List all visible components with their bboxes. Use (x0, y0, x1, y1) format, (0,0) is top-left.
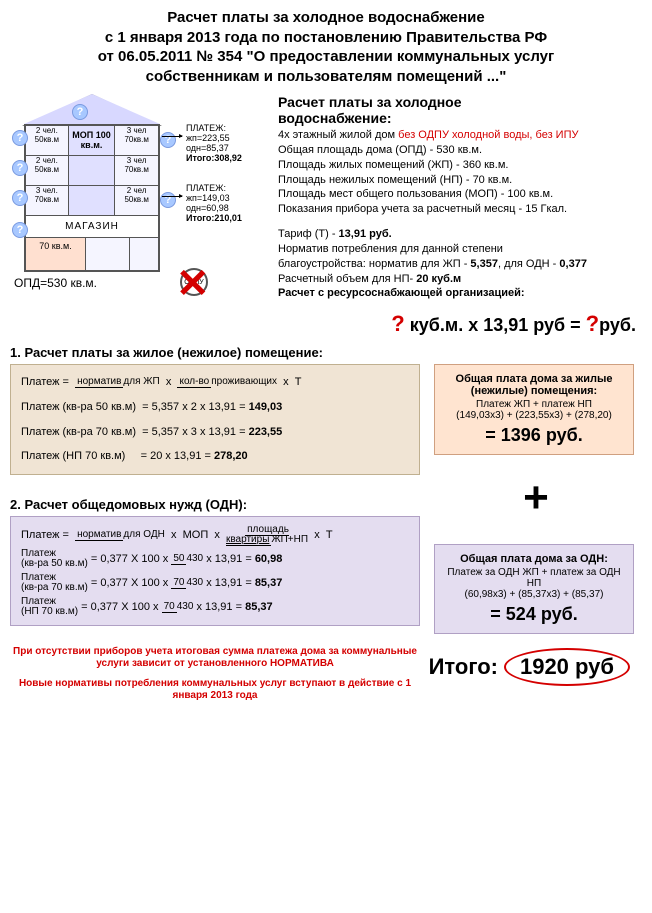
title-line: от 06.05.2011 № 354 "О предоставлении ко… (10, 47, 642, 67)
apartment-cell: 2 чел. 50кв.м (26, 156, 69, 185)
apartment-cell: 3 чел. 70кв.м (26, 186, 69, 215)
calc-box-2: Платеж = нормативдля ОДН х МОП х площадь… (10, 516, 420, 626)
apartment-cell: 2 чел 50кв.м (115, 186, 158, 215)
title-line: с 1 января 2013 года по постановлению Пр… (10, 28, 642, 48)
apartment-cell: 2 чел. 50кв.м (26, 126, 69, 155)
equation-line: ? куб.м. х 13,91 руб = ?руб. (278, 311, 642, 337)
title-line: Расчет платы за холодное водоснабжение (10, 8, 642, 28)
question-icon: ? (12, 160, 28, 176)
grand-total: Итого: 1920 руб (420, 648, 642, 686)
question-icon: ? (72, 104, 88, 120)
mop-cell: МОП 100 кв.м. (69, 126, 116, 155)
basement-70: 70 кв.м. (26, 238, 86, 270)
footer-note: При отсутствии приборов учета итоговая с… (10, 646, 420, 670)
question-icon: ? (160, 192, 176, 208)
result-box-1: Общая плата дома за жилые (нежилые) поме… (434, 364, 634, 455)
result-box-2: Общая плата дома за ОДН: Платеж за ОДН Ж… (434, 544, 634, 634)
total-badge: 1920 руб (504, 648, 630, 686)
opd-label: ОПД=530 кв.м. (14, 276, 270, 290)
footer-note: Новые нормативы потребления коммунальных… (10, 678, 420, 702)
odpu-crossed: ОДПУ ✕ (180, 268, 214, 302)
house-diagram: 2 чел. 50кв.м МОП 100 кв.м. 3 чел 70кв.м… (10, 94, 270, 337)
section1-header: 1. Расчет платы за жилое (нежилое) помещ… (10, 345, 642, 360)
question-icon: ? (12, 190, 28, 206)
x-icon: ✕ (176, 264, 210, 304)
title-line: собственникам и пользователям помещений … (10, 67, 642, 87)
apartment-cell: 3 чел 70кв.м (115, 126, 158, 155)
payment-label: ПЛАТЕЖ: жп=223,55 одн=85,37 Итого:308,92 (186, 124, 266, 164)
payment-label: ПЛАТЕЖ: жп=149,03 одн=60,98 Итого:210,01 (186, 184, 266, 224)
info-text: Расчет платы за холодное водоснабжение: … (270, 94, 642, 337)
page-title: Расчет платы за холодное водоснабжение с… (10, 8, 642, 86)
question-icon: ? (12, 130, 28, 146)
calc-box-1: Платеж = нормативдля ЖП х кол-вопроживаю… (10, 364, 420, 475)
shop-row: МАГАЗИН (26, 216, 158, 238)
question-icon: ? (12, 222, 28, 238)
apartment-cell: 3 чел 70кв.м (115, 156, 158, 185)
question-icon: ? (160, 132, 176, 148)
